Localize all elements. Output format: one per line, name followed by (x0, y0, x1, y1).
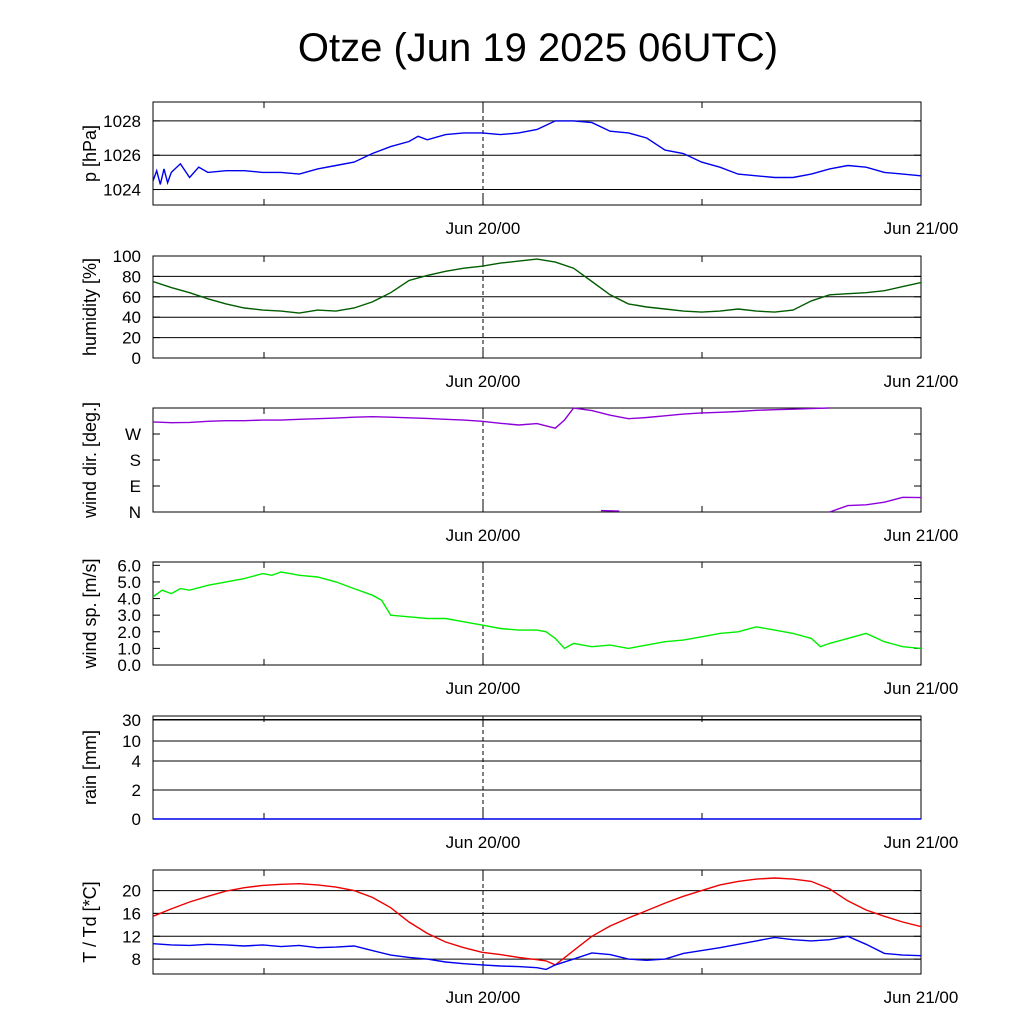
y-tick-label: 1024 (103, 181, 141, 200)
y-tick-label: 20 (122, 882, 141, 901)
x-tick-label: Jun 21/00 (884, 833, 959, 852)
x-tick-label: Jun 20/00 (446, 372, 521, 391)
y-tick-label: 1026 (103, 146, 141, 165)
y-tick-label: 0 (132, 810, 141, 829)
series-line (153, 407, 830, 429)
y-tick-label: 8 (132, 950, 141, 969)
y-tick-label: 30 (122, 711, 141, 730)
series-line (153, 258, 921, 314)
panel-4: 0.01.02.03.04.05.06.0 Jun 20/00 Jun 21/00 w… (80, 556, 958, 698)
series-line (153, 877, 921, 966)
y-tick-label: 60 (122, 288, 141, 307)
y-tick-label: E (130, 477, 141, 496)
y-tick-label: 6.0 (117, 556, 141, 575)
y-tick-label: 3.0 (117, 606, 141, 625)
y-tick-label: 16 (122, 904, 141, 923)
panel-frame (152, 561, 922, 666)
y-tick-label: S (130, 451, 141, 470)
series-line (153, 120, 921, 186)
x-tick-label: Jun 20/00 (446, 219, 521, 238)
y-tick-label: 2.0 (117, 623, 141, 642)
series-line (600, 509, 620, 512)
x-tick-label: Jun 21/00 (884, 988, 959, 1007)
x-tick-label: Jun 20/00 (446, 526, 521, 545)
panel-5: 0 2 410 30 Jun 20/00 Jun 21/00 rain [mm] (80, 711, 958, 852)
y-tick-label: 4.0 (117, 590, 141, 609)
y-axis-label: wind sp. [m/s] (80, 558, 100, 669)
panel-frame (152, 255, 922, 359)
y-tick-label: 2 (132, 781, 141, 800)
panel-frame (152, 101, 922, 206)
y-tick-label: 5.0 (117, 573, 141, 592)
y-tick-label: W (125, 425, 141, 444)
panel-1: 1024 1026 1028 Jun 20/00 Jun 21/00 p [hPa] (80, 101, 959, 238)
series-line (153, 571, 921, 650)
panel-6: 8 12 16 20 Jun 20/00 Jun 21/00 T / Td [*C] (80, 869, 959, 1007)
x-tick-label: Jun 20/00 (446, 988, 521, 1007)
x-tick-label: Jun 21/00 (884, 219, 959, 238)
y-axis-label: T / Td [*C] (80, 881, 100, 962)
x-tick-label: Jun 20/00 (446, 833, 521, 852)
y-axis-label: humidity [%] (80, 258, 100, 356)
y-tick-label: 4 (132, 752, 141, 771)
y-tick-label: 20 (122, 329, 141, 348)
series-line (153, 935, 921, 971)
y-tick-label: 10 (122, 732, 141, 751)
y-tick-label: 0 (132, 349, 141, 368)
x-tick-label: Jun 21/00 (884, 679, 959, 698)
series-line (829, 496, 921, 513)
y-tick-label: 80 (122, 267, 141, 286)
y-tick-label: 100 (113, 247, 141, 266)
y-tick-label: N (129, 503, 141, 522)
y-axis-label: rain [mm] (80, 730, 100, 805)
panel-frame (152, 869, 922, 975)
x-tick-label: Jun 20/00 (446, 679, 521, 698)
y-axis-label: p [hPa] (80, 125, 100, 182)
x-tick-label: Jun 21/00 (884, 372, 959, 391)
y-tick-label: 0.0 (117, 656, 141, 675)
y-tick-label: 1028 (103, 112, 141, 131)
y-axis-label: wind dir. [deg.] (80, 402, 100, 519)
chart-title: Otze (Jun 19 2025 06UTC) (297, 26, 779, 70)
y-tick-label: 1.0 (117, 639, 141, 658)
panel-frame (152, 715, 922, 820)
y-tick-label: 40 (122, 308, 141, 327)
x-tick-label: Jun 21/00 (884, 526, 959, 545)
y-tick-label: 12 (122, 927, 141, 946)
